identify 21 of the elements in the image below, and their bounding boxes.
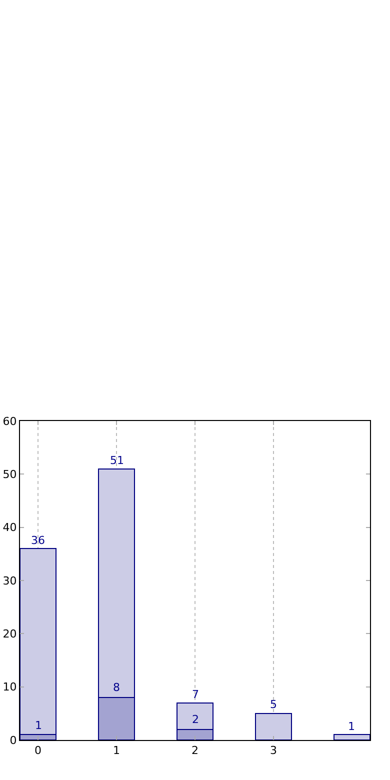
bar xyxy=(333,734,370,740)
y-tick-label: 30 xyxy=(2,574,17,588)
x-tick-label: 2 xyxy=(192,744,198,758)
y-tick-label: 40 xyxy=(2,521,17,534)
x-tick-label: 1 xyxy=(113,744,120,758)
total-label: 1 xyxy=(348,720,355,733)
x-tick-label: 0 xyxy=(34,744,42,758)
data-label: 2 xyxy=(192,713,199,726)
x-tick-label: 3 xyxy=(270,744,277,758)
y-tick-label: 20 xyxy=(2,628,17,641)
y-tick-label: 50 xyxy=(2,468,17,482)
total-label: 51 xyxy=(110,454,124,467)
data-label: 8 xyxy=(113,681,120,694)
total-label: 7 xyxy=(192,688,199,701)
bar xyxy=(254,712,292,740)
y-tick-label: 0 xyxy=(10,734,17,747)
total-label: 5 xyxy=(270,698,277,711)
total-label: 36 xyxy=(31,534,45,547)
y-tick-label: 60 xyxy=(2,414,17,428)
data-label: 1 xyxy=(35,719,42,732)
y-tick-label: 10 xyxy=(2,680,17,694)
